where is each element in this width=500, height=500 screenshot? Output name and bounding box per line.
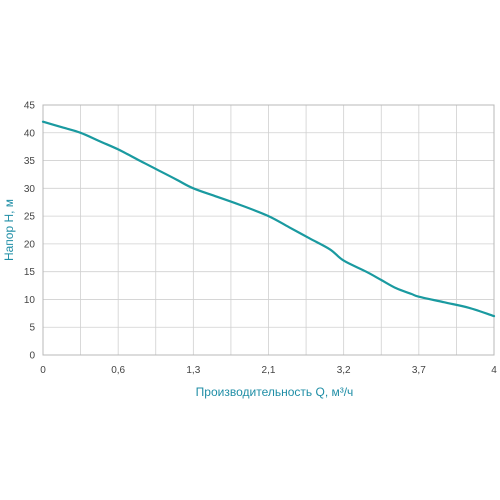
x-tick-label: 4 [491, 365, 497, 376]
y-tick-label: 0 [29, 351, 35, 362]
head-curve [41, 120, 496, 318]
y-axis-label: Напор H, м [2, 199, 16, 261]
x-tick-label: 3,7 [412, 365, 426, 376]
grid [43, 105, 494, 355]
y-tick-label: 15 [24, 267, 36, 278]
y-tick-label: 10 [24, 295, 36, 306]
y-tick-label: 40 [24, 128, 36, 139]
x-axis-label: Производительность Q, м³/ч [196, 385, 354, 399]
x-axis-ticks: 0 0,6 1,3 2,1 3,2 3,7 4 [40, 365, 497, 376]
y-tick-label: 45 [24, 101, 36, 112]
y-tick-label: 20 [24, 239, 36, 250]
y-tick-label: 30 [24, 184, 36, 195]
y-axis-ticks: 0 5 10 15 20 25 30 35 40 45 [24, 101, 36, 362]
plot-frame [42, 104, 495, 356]
x-tick-label: 3,2 [337, 365, 351, 376]
y-tick-label: 5 [29, 323, 35, 334]
y-tick-label: 35 [24, 156, 36, 167]
y-tick-label: 25 [24, 212, 36, 223]
x-tick-label: 1,3 [186, 365, 200, 376]
x-tick-label: 0,6 [111, 365, 125, 376]
x-tick-label: 0 [40, 365, 46, 376]
x-tick-label: 2,1 [262, 365, 276, 376]
